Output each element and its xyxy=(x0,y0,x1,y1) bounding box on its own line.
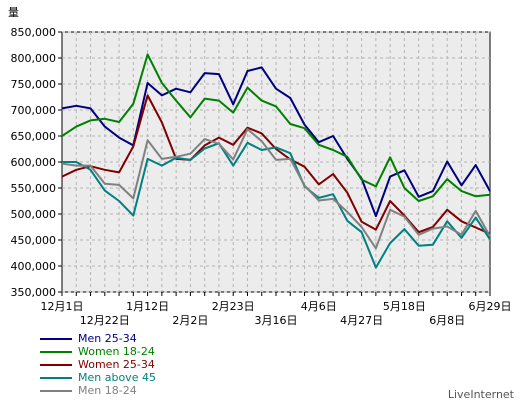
legend-label-men-above-45: Men above 45 xyxy=(78,371,156,384)
x-tick-label: 5月18日 xyxy=(383,300,426,313)
series-line-women-25-34 xyxy=(61,94,491,235)
legend-label-women-25-34: Women 25-34 xyxy=(78,358,155,371)
x-tick-label: 2月2日 xyxy=(172,314,208,327)
legend-label-men-18-24: Men 18-24 xyxy=(78,384,137,397)
series-line-men-above-45 xyxy=(62,141,491,269)
y-tick-label: 400,000 xyxy=(11,260,57,273)
legend-swatch-men-above-45 xyxy=(40,377,72,379)
x-tick-label: 4月27日 xyxy=(340,314,383,327)
y-tick-label: 800,000 xyxy=(11,52,57,65)
y-tick-label: 500,000 xyxy=(11,208,57,221)
watermark: LiveInternet xyxy=(447,388,514,401)
legend-swatch-men-25-34 xyxy=(40,338,72,340)
grid xyxy=(62,31,490,293)
series-line-men-18-24 xyxy=(61,128,491,250)
x-tick-label: 6月8日 xyxy=(429,314,465,327)
y-tick-label: 350,000 xyxy=(11,286,57,299)
x-tick-label: 3月16日 xyxy=(255,314,298,327)
legend-label-women-18-24: Women 18-24 xyxy=(78,345,155,358)
y-tick-label: 600,000 xyxy=(11,156,57,169)
x-tick-label: 12月22日 xyxy=(80,314,130,327)
legend-swatch-women-25-34 xyxy=(40,364,72,366)
series-lines xyxy=(61,53,491,269)
y-tick-label: 700,000 xyxy=(11,104,57,117)
y-tick-label: 850,000 xyxy=(11,26,57,39)
x-tick-label: 12月1日 xyxy=(41,300,84,313)
x-tick-label: 6月29日 xyxy=(469,300,512,313)
x-tick-label: 2月23日 xyxy=(212,300,255,313)
x-tick-label: 1月12日 xyxy=(126,300,169,313)
y-axis: 850,000 800,000 750,000 700,000 650,000 600,0… xyxy=(11,26,62,299)
y-tick-label: 750,000 xyxy=(11,78,57,91)
x-tick-label: 4月6日 xyxy=(301,300,337,313)
x-axis: 12月1日 1月12日 2月23日 4月6日 5月18日 6月29日 12月22日 2月2日 3… xyxy=(41,292,512,327)
legend-label-men-25-34: Men 25-34 xyxy=(78,332,137,345)
y-tick-label: 650,000 xyxy=(11,130,57,143)
y-tick-label: 450,000 xyxy=(11,234,57,247)
y-axis-label: 量 xyxy=(8,6,19,19)
series-line-women-18-24 xyxy=(61,53,491,202)
y-tick-label: 550,000 xyxy=(11,182,57,195)
legend-swatch-men-18-24 xyxy=(40,390,72,392)
legend-swatch-women-18-24 xyxy=(40,351,72,353)
